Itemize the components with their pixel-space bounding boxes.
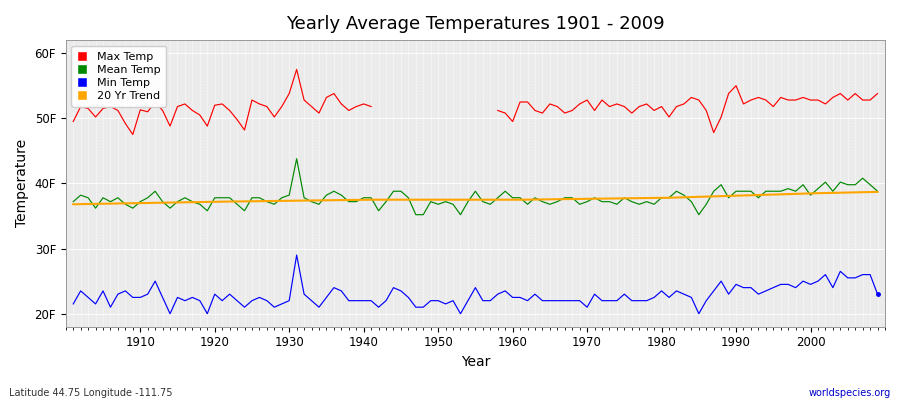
Title: Yearly Average Temperatures 1901 - 2009: Yearly Average Temperatures 1901 - 2009 bbox=[286, 15, 665, 33]
Y-axis label: Temperature: Temperature bbox=[15, 139, 29, 228]
Text: worldspecies.org: worldspecies.org bbox=[809, 388, 891, 398]
Text: Latitude 44.75 Longitude -111.75: Latitude 44.75 Longitude -111.75 bbox=[9, 388, 173, 398]
X-axis label: Year: Year bbox=[461, 355, 491, 369]
Legend: Max Temp, Mean Temp, Min Temp, 20 Yr Trend: Max Temp, Mean Temp, Min Temp, 20 Yr Tre… bbox=[71, 46, 166, 106]
